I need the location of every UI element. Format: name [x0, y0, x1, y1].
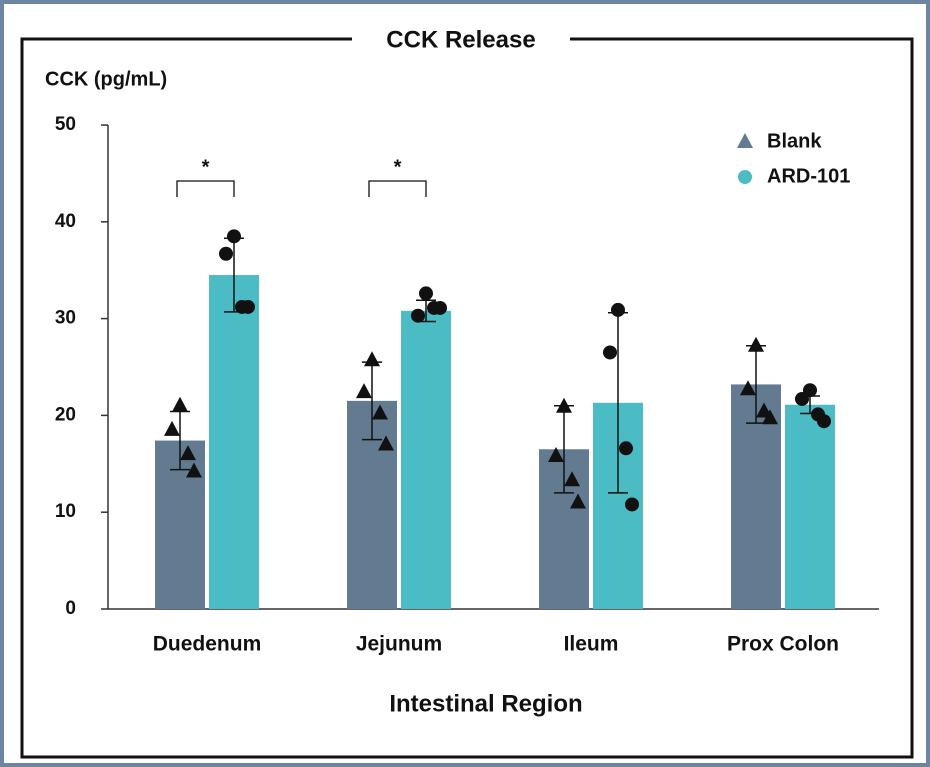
significance-label: * [394, 156, 402, 178]
y-tick-label: 30 [55, 308, 76, 329]
data-point [548, 447, 564, 463]
data-point [625, 497, 639, 512]
y-tick-label: 50 [55, 114, 76, 135]
y-tick-label: 10 [55, 501, 76, 522]
data-point [570, 493, 586, 509]
data-point [740, 380, 756, 396]
y-tick-label: 0 [65, 598, 76, 619]
y-tick-label: 20 [55, 404, 76, 425]
x-tick-label: Prox Colon [727, 633, 839, 656]
data-point [419, 286, 433, 301]
data-point [219, 246, 233, 261]
legend-label: Blank [767, 130, 822, 152]
data-point [172, 396, 188, 412]
data-point [241, 299, 255, 314]
x-axis-title: Intestinal Region [389, 690, 582, 717]
data-point [186, 462, 202, 478]
x-tick-label: Duedenum [153, 633, 262, 656]
significance-bracket [176, 180, 235, 197]
data-point [164, 420, 180, 436]
data-point [817, 414, 831, 429]
significance-label: * [202, 156, 210, 178]
data-point [180, 445, 196, 461]
data-point [611, 302, 625, 317]
data-point [227, 229, 241, 244]
data-point [795, 391, 809, 406]
data-point [762, 409, 778, 425]
data-point [433, 300, 447, 315]
significance-bracket [368, 180, 427, 197]
legend-marker [738, 170, 752, 184]
bar [401, 310, 451, 609]
data-point [748, 336, 764, 352]
data-point [411, 308, 425, 323]
data-point [619, 441, 633, 456]
data-point [364, 351, 380, 367]
x-tick-label: Ileum [564, 633, 619, 656]
title-backdrop [352, 26, 570, 56]
chart-title: CCK Release [386, 26, 535, 53]
data-point [556, 397, 572, 413]
bar [785, 404, 835, 609]
x-tick-label: Jejunum [356, 633, 442, 656]
y-tick-label: 40 [55, 211, 76, 232]
legend-label: ARD-101 [767, 165, 850, 187]
y-axis-title: CCK (pg/mL) [45, 68, 167, 90]
data-point [564, 471, 580, 487]
data-point [372, 404, 388, 420]
data-point [378, 435, 394, 451]
bar [209, 275, 259, 609]
data-point [356, 383, 372, 399]
data-point [603, 345, 617, 360]
legend-marker [737, 133, 753, 148]
